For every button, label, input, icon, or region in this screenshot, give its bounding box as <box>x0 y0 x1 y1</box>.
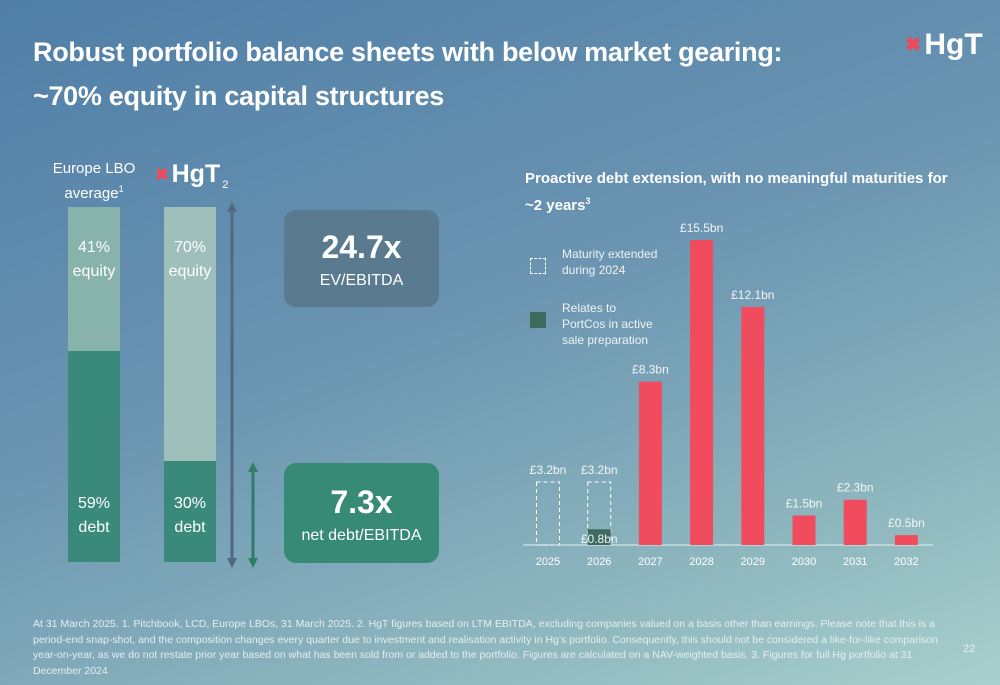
footnote: At 31 March 2025. 1. Pitchbook, LCD, Eur… <box>33 618 938 677</box>
bar-sale-prep-2026 <box>587 529 611 545</box>
chart-title-text: Proactive debt extension, with no meanin… <box>525 170 948 214</box>
data-label: £0.8bn <box>581 532 618 546</box>
data-label: £0.5bn <box>888 516 925 530</box>
footnote-mark-1: 1 <box>118 184 124 194</box>
bar-2031 <box>843 499 867 545</box>
bar-2027 <box>638 381 662 545</box>
hgt-column-logo-text: HgT <box>171 160 221 188</box>
hgt-column-logo: ✖ HgT 2 <box>155 160 229 191</box>
europe-lbo-heading-text: Europe LBO average <box>52 160 136 202</box>
page-number: 22 <box>963 643 976 655</box>
data-label: £2.3bn <box>837 481 874 495</box>
logo-cross-icon: ✖ <box>155 165 169 184</box>
logo-text: HgT <box>924 28 983 61</box>
europe-lbo-debt-bar <box>68 351 120 562</box>
hgt-equity-label: 70% equity <box>168 239 212 280</box>
bar-extended-2026 <box>587 481 612 546</box>
bar-extended-2025 <box>536 481 560 546</box>
ev-ebitda-label: EV/EBITDA <box>319 272 404 289</box>
europe-lbo-debt-label: 59% debt <box>77 495 111 536</box>
footnote-mark-3: 3 <box>585 196 591 206</box>
data-label: £3.2bn <box>581 463 618 477</box>
data-label: £3.2bn <box>530 463 567 477</box>
x-tick-label: 2025 <box>536 556 560 568</box>
hgt-debt-bar <box>164 461 216 562</box>
legend-label-sale-prep: Relates to PortCos in active sale prepar… <box>562 301 653 347</box>
x-tick-label: 2027 <box>638 556 662 568</box>
hgt-equity-bar <box>164 207 216 461</box>
net-debt-range-arrow <box>248 462 258 568</box>
legend-label-extended: Maturity extended during 2024 <box>562 247 658 277</box>
footnote-mark-2: 2 <box>222 179 229 191</box>
page-title: Robust portfolio balance sheets with bel… <box>33 37 783 111</box>
x-tick-label: 2032 <box>894 556 918 568</box>
x-tick-label: 2031 <box>843 556 867 568</box>
hgt-logo: ✖ HgT <box>905 28 983 62</box>
data-label: £15.5bn <box>680 221 723 235</box>
europe-lbo-equity-label: 41% equity <box>72 239 116 280</box>
hgt-debt-label: 30% debt <box>173 495 207 536</box>
ev-ebitda-box: 24.7x EV/EBITDA <box>284 210 439 307</box>
europe-lbo-equity-bar <box>68 207 120 351</box>
x-tick-label: 2026 <box>587 556 611 568</box>
net-debt-ebitda-value: 7.3x <box>330 484 393 520</box>
x-tick-label: 2030 <box>792 556 816 568</box>
x-tick-label: 2029 <box>741 556 765 568</box>
data-label: £8.3bn <box>632 363 669 377</box>
bar-2029 <box>741 306 765 545</box>
bar-2028 <box>690 240 714 545</box>
bar-2030 <box>792 515 816 545</box>
logo-cross-icon: ✖ <box>905 34 922 56</box>
data-label: £12.1bn <box>731 288 774 302</box>
net-debt-ebitda-label: net debt/EBITDA <box>301 527 422 544</box>
data-label: £1.5bn <box>786 496 823 510</box>
legend-item-sale-prep: Relates to PortCos in active sale prepar… <box>530 300 662 348</box>
x-tick-label: 2028 <box>689 556 713 568</box>
legend-swatch-solid <box>530 312 546 328</box>
bar-2032 <box>894 535 918 545</box>
net-debt-ebitda-box: 7.3x net debt/EBITDA <box>284 463 439 563</box>
europe-lbo-heading: Europe LBO average1 <box>48 158 140 204</box>
legend-swatch-dashed <box>530 258 546 274</box>
ev-range-arrow <box>227 202 237 568</box>
ev-ebitda-value: 24.7x <box>321 229 402 265</box>
chart-title: Proactive debt extension, with no meanin… <box>525 168 965 217</box>
arrows-graphic <box>227 202 258 568</box>
legend-item-extended: Maturity extended during 2024 <box>530 246 662 278</box>
